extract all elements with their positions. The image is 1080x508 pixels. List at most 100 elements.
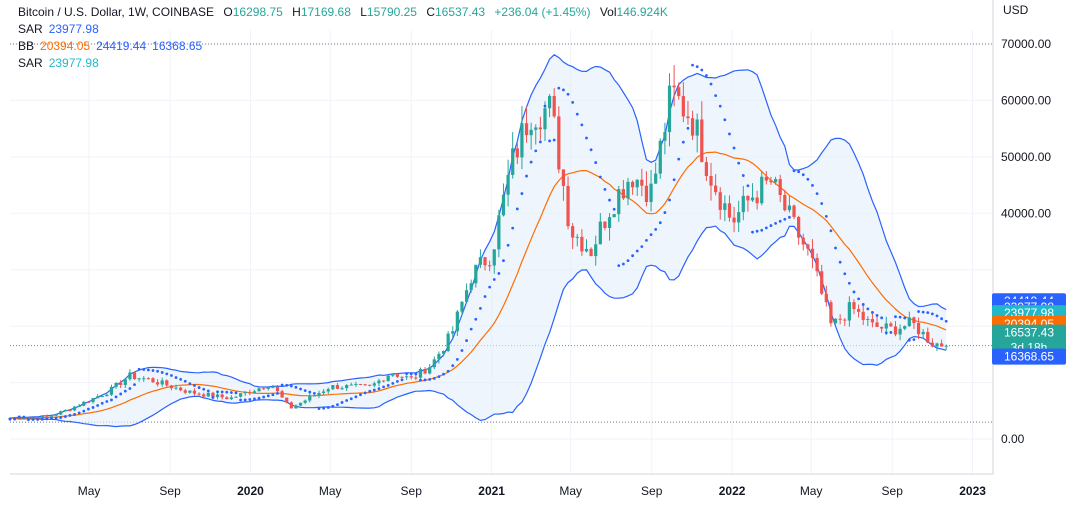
- candle-body-85: [400, 376, 404, 378]
- sar-dot-59: [280, 383, 284, 387]
- sar-dot-8: [45, 417, 49, 421]
- badge-last-price-text: 16537.43: [1004, 326, 1054, 340]
- candle-body-39: [188, 390, 192, 393]
- candle-body-16: [82, 401, 86, 406]
- sar-dot-123: [575, 112, 579, 116]
- sar-dot-188: [875, 314, 879, 317]
- sar-dot-116: [543, 104, 547, 108]
- candle-body-176: [820, 271, 824, 294]
- sar-dot-38: [183, 379, 187, 383]
- candle-body-187: [870, 319, 875, 323]
- x-tick-label-7: Sep: [641, 484, 663, 498]
- sar-dot-177: [824, 214, 828, 218]
- sar-dot-120: [562, 88, 565, 92]
- candle-body-7: [40, 415, 44, 419]
- sar-dot-172: [801, 173, 805, 177]
- candle-body-182: [847, 302, 851, 321]
- sar-dot-168: [783, 217, 787, 221]
- sar-dot-160: [746, 184, 750, 188]
- candle-body-113: [529, 129, 533, 136]
- sar-dot-201: [935, 314, 939, 318]
- sar-dot-191: [889, 331, 893, 334]
- x-tick-label-6: May: [559, 484, 582, 498]
- sar-dot-7: [40, 417, 44, 421]
- sar-dot-67: [317, 407, 321, 411]
- candle-body-66: [312, 395, 317, 397]
- legend-sar1-row[interactable]: SAR 23977.98: [18, 21, 674, 38]
- candle-body-175: [815, 257, 819, 272]
- candle-body-183: [852, 302, 856, 310]
- sar-dot-97: [455, 357, 459, 361]
- sar-dot-198: [921, 310, 925, 314]
- sar-dot-127: [594, 161, 598, 164]
- sar-dot-132: [617, 264, 621, 268]
- sar-dot-129: [603, 188, 607, 191]
- candle-body-118: [552, 95, 556, 117]
- sar-dot-0: [8, 417, 12, 421]
- bb-label: BB: [18, 39, 35, 53]
- sar-dot-105: [492, 278, 496, 281]
- sar-dot-192: [894, 315, 897, 319]
- price-axis-badges: 24419.4423977.9823977.9820394.0516537.43…: [992, 293, 1066, 365]
- sar-dot-186: [866, 307, 870, 311]
- candle-body-13: [68, 409, 72, 411]
- candle-body-167: [778, 179, 782, 195]
- candle-body-134: [626, 181, 630, 199]
- candle-body-152: [709, 176, 713, 186]
- candle-body-46: [220, 394, 224, 398]
- y-tick-label-2: 50000.00: [1001, 150, 1051, 164]
- legend-high: 17169.68: [300, 5, 351, 19]
- candle-body-193: [898, 328, 902, 335]
- sar-dot-175: [815, 192, 819, 196]
- candle-body-140: [654, 173, 658, 184]
- sar-dot-143: [668, 198, 671, 202]
- candle-body-43: [206, 392, 210, 397]
- symbol-title[interactable]: Bitcoin / U.S. Dollar, 1W, COINBASE: [18, 5, 215, 19]
- sar-dot-87: [409, 372, 413, 376]
- sar-dot-103: [483, 295, 487, 298]
- sar-dot-79: [372, 388, 376, 392]
- sar-dot-81: [382, 385, 385, 389]
- sar-dot-9: [50, 417, 53, 420]
- sar-dot-126: [589, 148, 593, 152]
- legend-sar2-row[interactable]: SAR 23977.98: [18, 55, 674, 72]
- sar-dot-121: [566, 92, 570, 96]
- sar-dot-154: [718, 104, 722, 108]
- candle-body-104: [488, 265, 492, 267]
- sar-dot-13: [68, 414, 72, 417]
- sar-dot-202: [940, 317, 944, 321]
- sar-dot-72: [340, 401, 344, 404]
- candle-body-154: [718, 192, 722, 210]
- sar-dot-62: [294, 385, 298, 389]
- sar-dot-48: [229, 391, 233, 394]
- legend-bb-row[interactable]: BB 20394.05 24419.44 16368.65: [18, 38, 674, 55]
- candle-body-190: [884, 323, 888, 329]
- candle-body-34: [165, 380, 169, 386]
- sar-dot-180: [838, 260, 842, 264]
- candle-body-109: [511, 148, 515, 175]
- candle-body-28: [137, 378, 141, 380]
- sar-dot-71: [336, 403, 339, 407]
- candle-body-130: [607, 217, 612, 228]
- sar-dot-49: [234, 391, 238, 395]
- sar-dot-76: [359, 393, 362, 397]
- bb-basis-value: 20394.05: [40, 39, 91, 53]
- legend-volume: 146.924K: [616, 5, 668, 19]
- candle-body-108: [506, 174, 510, 195]
- sar-dot-156: [728, 132, 731, 136]
- candle-body-35: [169, 385, 174, 389]
- candle-body-50: [238, 393, 243, 397]
- sar-dot-24: [119, 392, 123, 396]
- candle-body-14: [72, 406, 77, 411]
- sar-dot-30: [146, 368, 150, 372]
- candle-body-91: [428, 367, 432, 374]
- candle-body-131: [612, 214, 616, 218]
- candle-body-98: [460, 301, 464, 312]
- candle-body-198: [921, 331, 925, 335]
- sar-dot-145: [677, 157, 681, 161]
- candle-body-17: [86, 401, 91, 403]
- candle-body-86: [405, 376, 409, 378]
- candle-body-172: [801, 237, 805, 245]
- sar-dot-58: [276, 391, 279, 395]
